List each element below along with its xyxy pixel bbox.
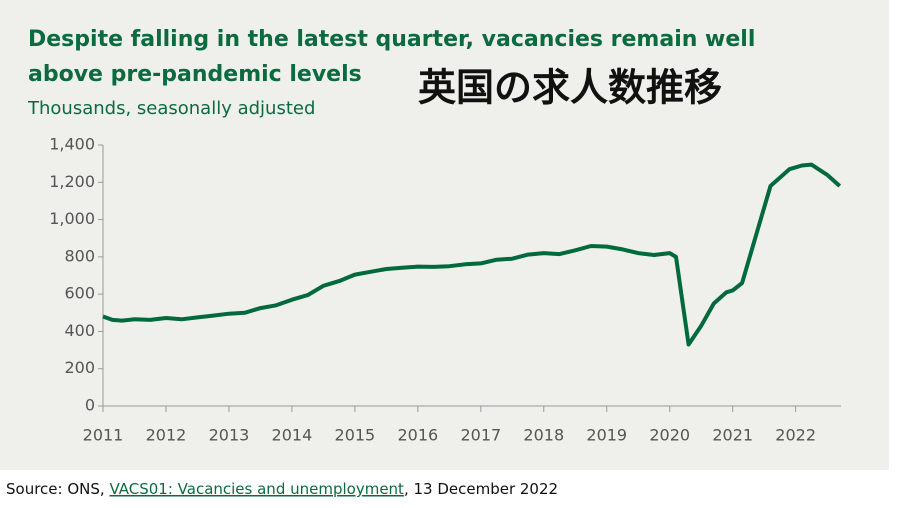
x-tick-label: 2016 [397, 426, 438, 445]
y-tick-label: 600 [64, 284, 95, 303]
x-tick-label: 2017 [460, 426, 501, 445]
x-tick-label: 2012 [146, 426, 187, 445]
x-tick-label: 2011 [83, 426, 124, 445]
y-tick-label: 1,000 [49, 209, 95, 228]
y-tick-label: 200 [64, 358, 95, 377]
y-tick-label: 1,400 [49, 135, 95, 154]
x-tick-label: 2021 [712, 426, 753, 445]
x-tick-label: 2022 [775, 426, 816, 445]
y-tick-label: 400 [64, 321, 95, 340]
data-line [102, 162, 842, 347]
x-tick-label: 2014 [272, 426, 313, 445]
y-tick-label: 800 [64, 246, 95, 265]
x-tick-label: 2013 [209, 426, 250, 445]
chart-title: above pre-pandemic levels [28, 62, 362, 87]
chart-background [0, 0, 889, 470]
chart-subtitle: Thousands, seasonally adjusted [27, 98, 315, 119]
x-tick-label: 2018 [523, 426, 564, 445]
y-tick-label: 0 [85, 396, 95, 415]
x-tick-label: 2015 [335, 426, 376, 445]
source-suffix: , 13 December 2022 [404, 480, 558, 498]
x-tick-label: 2019 [586, 426, 627, 445]
source: Source: ONS, VACS01: Vacancies and unemp… [6, 480, 558, 498]
chart-title: Despite falling in the latest quarter, v… [28, 27, 755, 52]
annotation: 英国の求人数推移 [418, 66, 722, 110]
source-link[interactable]: VACS01: Vacancies and unemployment [109, 480, 404, 498]
x-tick-label: 2020 [649, 426, 690, 445]
y-tick-label: 1,200 [49, 172, 95, 191]
source-prefix: Source: ONS, [6, 480, 105, 498]
